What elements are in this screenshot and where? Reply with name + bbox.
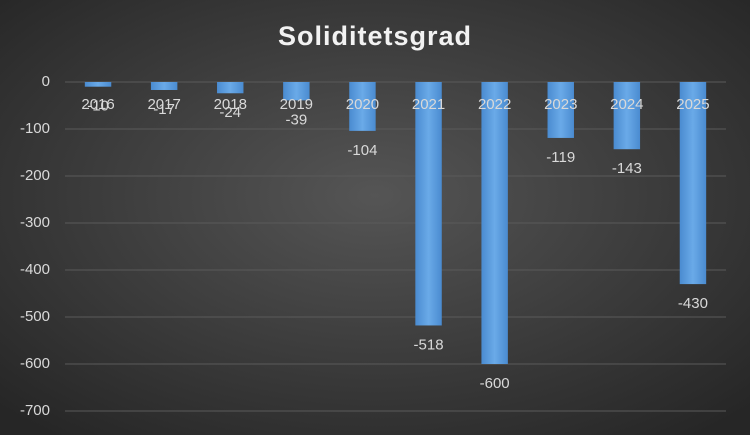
bar (150, 82, 178, 90)
y-tick-label: -200 (20, 167, 50, 184)
bar (84, 82, 112, 87)
data-label: -600 (480, 375, 510, 392)
x-tick-label: 2024 (610, 96, 643, 113)
x-tick-label: 2018 (214, 96, 247, 113)
y-tick-label: -600 (20, 355, 50, 372)
bar (415, 82, 442, 326)
bar (349, 82, 376, 131)
y-tick-label: -700 (20, 402, 50, 419)
y-tick-label: -100 (20, 120, 50, 137)
data-label: -518 (414, 336, 444, 353)
data-label: -104 (347, 142, 377, 159)
x-tick-label: 2017 (147, 96, 180, 113)
data-label: -119 (546, 149, 575, 166)
x-tick-label: 2021 (412, 96, 445, 113)
x-tick-label: 2019 (280, 96, 313, 113)
data-label: -430 (678, 295, 708, 312)
data-label: -39 (286, 111, 308, 128)
y-tick-label: -400 (20, 261, 50, 278)
bar (679, 82, 707, 285)
chart-title: Soliditetsgrad (278, 21, 472, 51)
y-tick-label: -300 (20, 214, 50, 231)
x-tick-label: 2020 (346, 96, 379, 113)
data-label: -10 (87, 98, 109, 115)
x-tick-label: 2022 (478, 96, 511, 113)
bar (481, 82, 508, 364)
data-label: -24 (219, 104, 241, 121)
bar (283, 82, 310, 101)
data-label: -143 (612, 160, 642, 177)
y-tick-label: 0 (42, 73, 50, 90)
x-tick-label: 2023 (544, 96, 577, 113)
bar (547, 82, 574, 138)
data-label: -17 (153, 101, 175, 118)
y-tick-label: -500 (20, 308, 50, 325)
bar (217, 82, 244, 94)
x-tick-label: 2016 (81, 96, 114, 113)
x-tick-label: 2025 (676, 96, 709, 113)
bar (613, 82, 641, 150)
